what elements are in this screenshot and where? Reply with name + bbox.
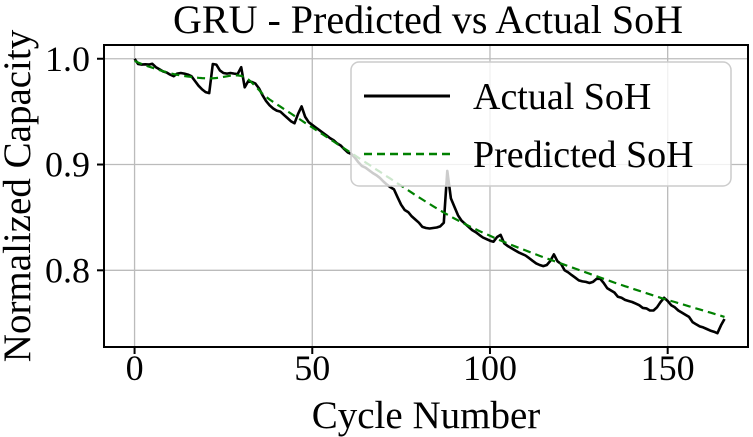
x-tick-label: 150 — [641, 348, 695, 388]
plot-border — [103, 44, 749, 348]
y-tick-label: 1.0 — [45, 39, 90, 79]
x-tick-label: 50 — [294, 348, 330, 388]
y-tick-label: 0.8 — [45, 250, 90, 290]
x-tick-label: 100 — [463, 348, 517, 388]
predicted-soh-line — [134, 59, 725, 318]
x-tick-label: 0 — [126, 348, 144, 388]
y-tick-label: 0.9 — [45, 145, 90, 185]
y-axis-label: Normalized Capacity — [0, 29, 39, 362]
axis-ticks — [97, 57, 669, 354]
x-tick-labels: 0 50 100 150 — [126, 348, 695, 388]
legend-label-actual: Actual SoH — [473, 76, 651, 118]
x-axis-label: Cycle Number — [312, 394, 541, 437]
chart-title: GRU - Predicted vs Actual SoH — [173, 0, 683, 42]
legend: Actual SoH Predicted SoH — [350, 61, 732, 187]
y-tick-labels: 0.8 0.9 1.0 — [45, 39, 90, 291]
actual-soh-line — [133, 58, 726, 335]
legend-label-predicted: Predicted SoH — [473, 134, 694, 176]
